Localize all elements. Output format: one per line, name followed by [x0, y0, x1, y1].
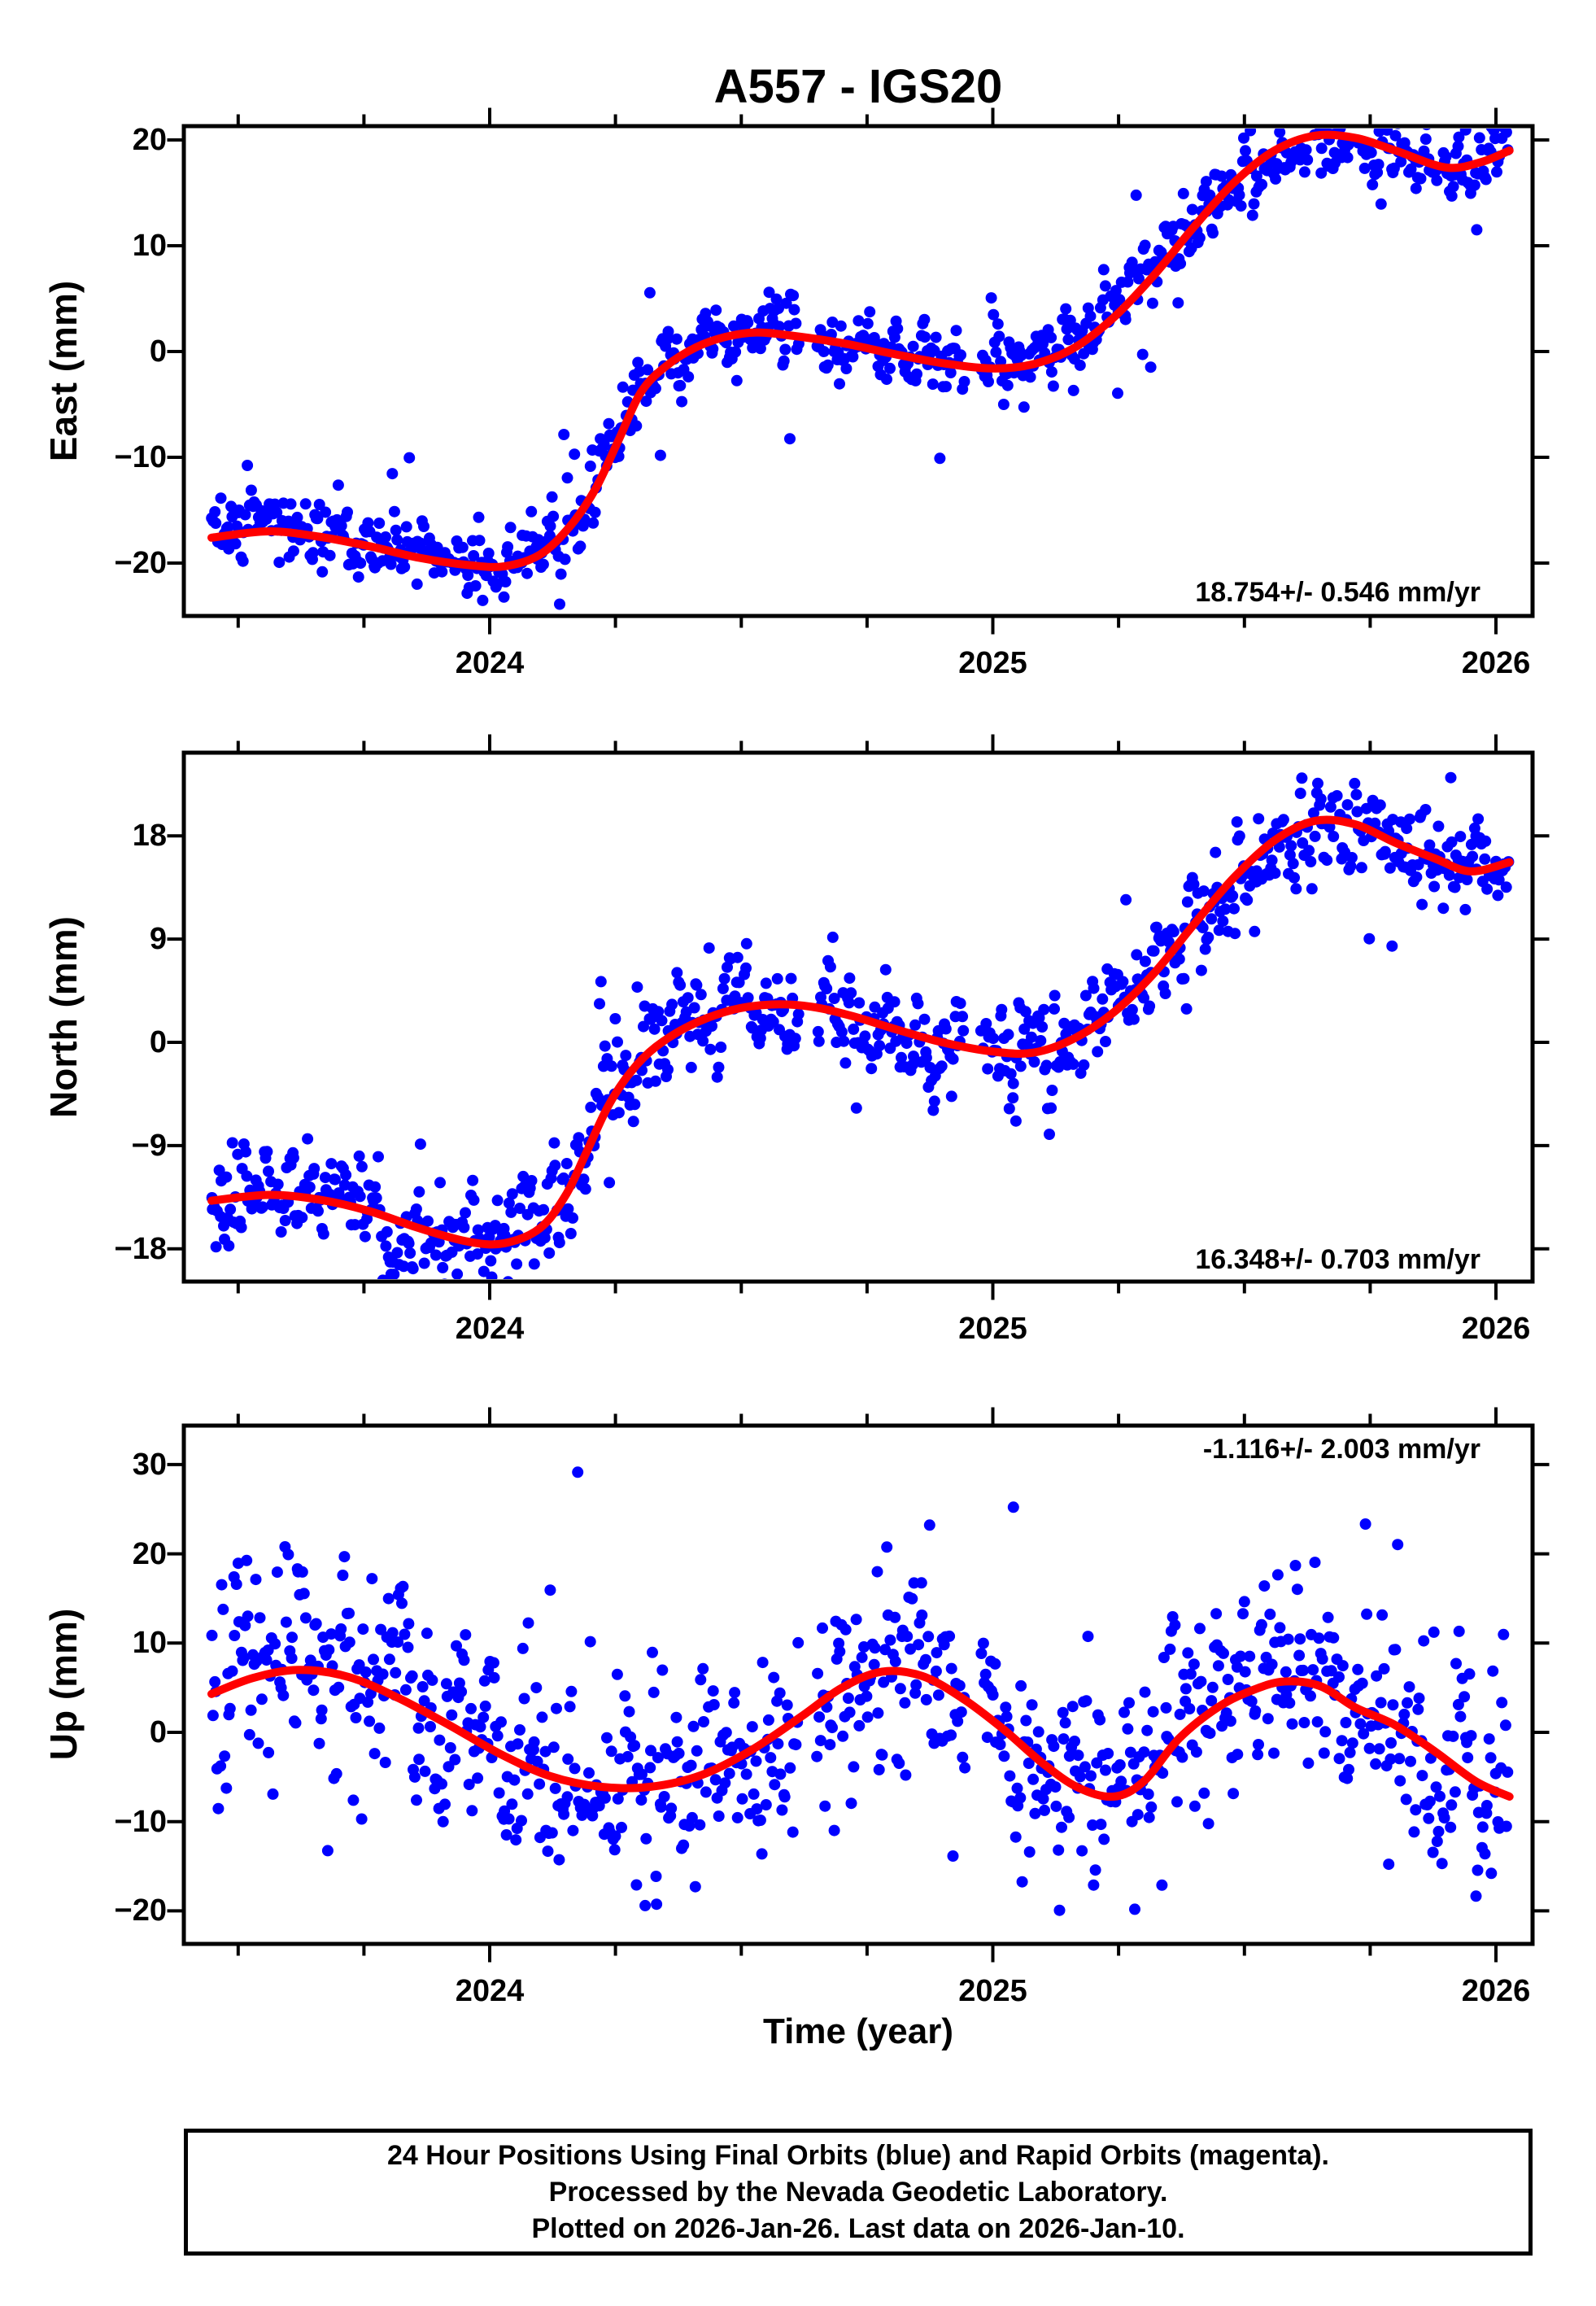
- axis-ticks-up: [167, 1407, 1550, 1963]
- y-tick-label: 20: [132, 1536, 167, 1571]
- trend-line-east: [207, 130, 1514, 571]
- velocity-annotation-east: 18.754+/- 0.546 mm/yr: [1195, 577, 1480, 608]
- y-tick-label: −9: [131, 1128, 167, 1163]
- trend-line-north: [207, 815, 1514, 1249]
- y-tick-label: −20: [114, 546, 167, 580]
- velocity-annotation-north: 16.348+/- 0.703 mm/yr: [1195, 1244, 1480, 1275]
- panel-frame-east: [181, 124, 1535, 618]
- x-tick-label: 2026: [1461, 1974, 1531, 2008]
- y-tick-label: 10: [132, 1626, 167, 1661]
- panel-east: [167, 107, 1550, 635]
- x-tick-label: 2025: [958, 646, 1027, 680]
- y-tick-label: −10: [114, 440, 167, 474]
- x-tick-label: 2025: [958, 1312, 1027, 1346]
- x-tick-label: 2026: [1461, 646, 1531, 680]
- x-axis-label: Time (year): [763, 2011, 953, 2051]
- scatter-points-up: [206, 1466, 1514, 1916]
- plot-title: A557 - IGS20: [713, 60, 1003, 113]
- y-tick-label: 9: [149, 922, 167, 957]
- x-tick-label: 2024: [455, 646, 525, 680]
- y-tick-label: −18: [114, 1231, 167, 1266]
- x-tick-label: 2026: [1461, 1312, 1531, 1346]
- panel-up: [167, 1407, 1550, 1963]
- footer-line-2: Processed by the Nevada Geodetic Laborat…: [548, 2176, 1168, 2208]
- panel-frame-north: [181, 750, 1535, 1284]
- x-tick-label: 2024: [455, 1974, 525, 2008]
- axis-ticks-east: [167, 107, 1550, 635]
- x-tick-label: 2024: [455, 1312, 525, 1346]
- panel-frame-up: [181, 1423, 1535, 1946]
- y-tick-label: 0: [149, 1025, 167, 1059]
- scatter-points-north: [206, 771, 1515, 1279]
- panel-north: [167, 734, 1550, 1300]
- y-tick-label: 0: [149, 334, 167, 369]
- footer-line-3: Plotted on 2026-Jan-26. Last data on 202…: [531, 2212, 1185, 2244]
- footer-note-box: 24 Hour Positions Using Final Orbits (bl…: [184, 2129, 1533, 2256]
- y-tick-label: 18: [132, 819, 167, 854]
- y-axis-label-up: Up (mm): [42, 1608, 85, 1761]
- footer-line-1: 24 Hour Positions Using Final Orbits (bl…: [387, 2139, 1329, 2171]
- axis-ticks-north: [167, 734, 1550, 1300]
- y-tick-label: −20: [114, 1893, 167, 1928]
- y-tick-label: −10: [114, 1804, 167, 1839]
- x-tick-label: 2025: [958, 1974, 1027, 2008]
- y-tick-label: 10: [132, 229, 167, 263]
- velocity-annotation-up: -1.116+/- 2.003 mm/yr: [1202, 1434, 1480, 1465]
- trend-line-up: [207, 1666, 1514, 1802]
- y-tick-label: 30: [132, 1447, 167, 1482]
- y-tick-label: 20: [132, 123, 167, 157]
- y-tick-label: 0: [149, 1715, 167, 1749]
